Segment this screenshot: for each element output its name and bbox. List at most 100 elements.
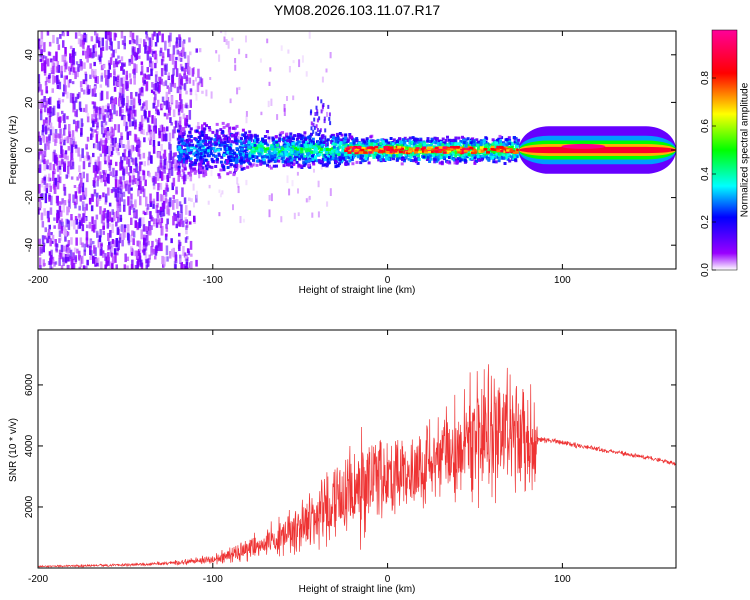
heatmap-cell (137, 249, 141, 257)
heatmap-cell (142, 152, 146, 159)
heatmap-cell (117, 240, 120, 251)
heatmap-cell (134, 134, 138, 143)
heatmap-cell (514, 158, 517, 162)
heatmap-cell (155, 245, 158, 254)
heatmap-cell (459, 140, 463, 143)
heatmap-cell (170, 167, 174, 176)
heatmap-cell (415, 144, 419, 148)
heatmap-cell (238, 153, 242, 156)
heatmap-cell (152, 223, 156, 227)
heatmap-cell (152, 130, 156, 140)
heatmap-cell (120, 224, 124, 232)
heatmap-cell (102, 133, 105, 138)
heatmap-cell (259, 159, 263, 163)
heatmap-cell (353, 149, 358, 153)
spectrogram-y-tick-label: 0 (24, 147, 35, 153)
heatmap-cell (116, 213, 120, 223)
heatmap-cell (293, 134, 297, 138)
heatmap-cell (61, 198, 64, 205)
heatmap-cell (63, 186, 67, 196)
heatmap-cell (274, 135, 278, 139)
heatmap-cell (141, 186, 145, 192)
heatmap-cell (433, 160, 437, 164)
heatmap-cell (255, 155, 259, 159)
heatmap-cell (158, 82, 161, 93)
heatmap-cell (206, 163, 210, 167)
heatmap-cell (85, 143, 88, 148)
heatmap-cell (156, 191, 159, 202)
heatmap-cell (255, 138, 259, 142)
heatmap-cell (195, 259, 198, 267)
heatmap-cell (73, 51, 77, 56)
heatmap-cell (235, 124, 239, 128)
heatmap-cell (74, 71, 77, 80)
heatmap-cell (43, 105, 47, 113)
heatmap-cell (195, 129, 199, 133)
heatmap-cell (50, 255, 53, 265)
heatmap-cell (47, 228, 51, 239)
heatmap-cell (169, 161, 172, 171)
heatmap-cell (189, 89, 193, 96)
heatmap-cell (57, 104, 61, 109)
heatmap-cell (311, 212, 314, 218)
heatmap-cell (188, 173, 192, 177)
heatmap-cell (313, 150, 316, 154)
heatmap-cell (101, 144, 105, 154)
heatmap-cell (146, 117, 150, 123)
heatmap-cell (43, 235, 47, 240)
heatmap-cell (374, 140, 378, 143)
heatmap-cell (472, 153, 476, 157)
heatmap-cell (305, 198, 308, 203)
heatmap-cell (111, 217, 114, 223)
heatmap-cell (425, 143, 429, 147)
heatmap-cell (320, 137, 323, 142)
heatmap-cell (379, 149, 383, 153)
heatmap-cell (293, 155, 297, 159)
heatmap-cell (178, 37, 182, 48)
heatmap-cell (341, 149, 345, 153)
heatmap-cell (481, 156, 485, 160)
heatmap-cell (288, 140, 292, 144)
heatmap-cell (188, 130, 192, 134)
snr-background (38, 330, 676, 568)
heatmap-cell (415, 147, 420, 150)
heatmap-cell (189, 135, 193, 138)
heatmap-cell (258, 145, 261, 149)
heatmap-cell (47, 261, 51, 265)
heatmap-cell (131, 121, 135, 127)
heatmap-cell (225, 124, 229, 128)
heatmap-cell (111, 209, 114, 215)
heatmap-cell (311, 160, 315, 164)
heatmap-cell (109, 73, 112, 78)
heatmap-cell (49, 122, 53, 129)
heatmap-cell (179, 160, 183, 164)
heatmap-cell (76, 248, 79, 254)
heatmap-cell (440, 152, 444, 156)
heatmap-cell (57, 117, 61, 122)
heatmap-cell (275, 156, 279, 160)
heatmap-cell (476, 150, 480, 154)
heatmap-cell (74, 203, 77, 209)
heatmap-cell (161, 33, 164, 43)
heatmap-cell (303, 131, 307, 135)
heatmap-cell (181, 128, 185, 132)
heatmap-cell (203, 122, 207, 126)
heatmap-cell (495, 141, 499, 145)
heatmap-cell (111, 138, 115, 146)
heatmap-cell (305, 71, 308, 77)
heatmap-cell (94, 93, 97, 97)
heatmap-cell (434, 139, 438, 143)
heatmap-cell (414, 160, 418, 164)
heatmap-cell (106, 91, 109, 100)
heatmap-cell (160, 58, 164, 66)
heatmap-cell (97, 110, 100, 116)
heatmap-cell (422, 146, 426, 150)
heatmap-cell (74, 144, 78, 149)
heatmap-cell (315, 124, 318, 129)
heatmap-cell (457, 151, 462, 154)
heatmap-cell (327, 148, 331, 152)
heatmap-cell (384, 139, 388, 143)
heatmap-cell (50, 58, 53, 63)
heatmap-cell (185, 156, 189, 160)
heatmap-cell (451, 150, 455, 154)
